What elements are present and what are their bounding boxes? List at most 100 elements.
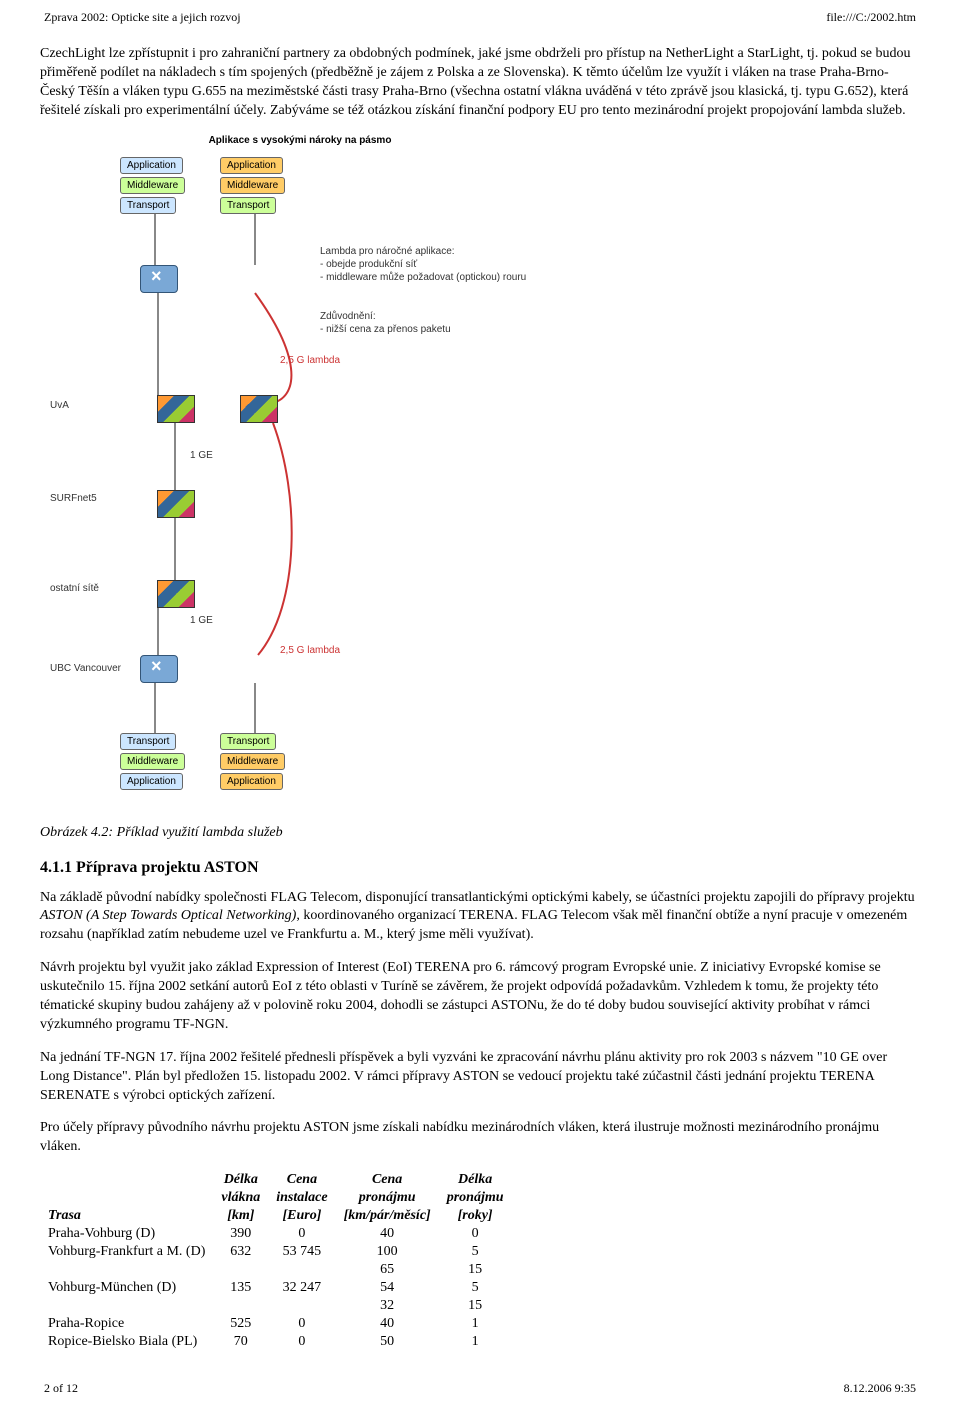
label-lambda-bot: 2,5 G lambda bbox=[280, 645, 340, 656]
box-middleware-right-top: Middleware bbox=[220, 177, 285, 194]
annotation-reason-title: Zdůvodnění: bbox=[320, 310, 520, 323]
label-lambda-top: 2,5 G lambda bbox=[280, 355, 340, 366]
section-title: 4.1.1 Příprava projektu ASTON bbox=[40, 859, 920, 877]
th-delka-2: vlákna bbox=[213, 1189, 268, 1207]
paragraph-2: Na základě původní nabídky společnosti F… bbox=[40, 889, 920, 946]
table-cell: Praha-Vohburg (D) bbox=[40, 1225, 213, 1243]
box-transport-left-bot: Transport bbox=[120, 733, 176, 750]
table-row: 6515 bbox=[40, 1261, 512, 1279]
diagram-lines bbox=[40, 135, 560, 815]
footer-right: 8.12.2006 9:35 bbox=[844, 1381, 916, 1396]
header-left: Zprava 2002: Opticke site a jejich rozvo… bbox=[44, 10, 241, 25]
th-delka-3: [km] bbox=[213, 1207, 268, 1225]
table-row: 3215 bbox=[40, 1297, 512, 1315]
table-cell: 32 247 bbox=[268, 1279, 335, 1297]
box-application-left-top: Application bbox=[120, 157, 183, 174]
paragraph-3: Návrh projektu byl využit jako základ Ex… bbox=[40, 959, 920, 1035]
table-cell: 32 bbox=[336, 1297, 439, 1315]
box-middleware-right-bot: Middleware bbox=[220, 753, 285, 770]
table-cell: 53 745 bbox=[268, 1243, 335, 1261]
box-middleware-left-top: Middleware bbox=[120, 177, 185, 194]
table-cell: 5 bbox=[439, 1279, 512, 1297]
table-cell: 54 bbox=[336, 1279, 439, 1297]
table-cell bbox=[40, 1261, 213, 1279]
annotation-lambda-l1: - obejde produkční síť bbox=[320, 258, 550, 271]
label-surfnet: SURFnet5 bbox=[50, 493, 97, 504]
th-cenap-3: [km/pár/měsíc] bbox=[336, 1207, 439, 1225]
annotation-reason-l1: - nižší cena za přenos paketu bbox=[320, 323, 520, 336]
label-ge2: 1 GE bbox=[190, 615, 213, 626]
lambda-diagram: Aplikace s vysokými nároky na pásmo Appl… bbox=[40, 135, 920, 815]
th-cenap-2: pronájmu bbox=[336, 1189, 439, 1207]
th-delkap-3: [roky] bbox=[439, 1207, 512, 1225]
router-top bbox=[140, 265, 178, 293]
table-cell: 70 bbox=[213, 1333, 268, 1351]
th-cenai-1: Cena bbox=[268, 1171, 335, 1189]
table-cell: 15 bbox=[439, 1297, 512, 1315]
router-bottom bbox=[140, 655, 178, 683]
box-transport-right-bot: Transport bbox=[220, 733, 276, 750]
table-cell bbox=[213, 1297, 268, 1315]
box-transport-left-top: Transport bbox=[120, 197, 176, 214]
table-cell: 100 bbox=[336, 1243, 439, 1261]
table-cell bbox=[268, 1297, 335, 1315]
optical-switch-1 bbox=[157, 395, 195, 423]
th-cenap-1: Cena bbox=[336, 1171, 439, 1189]
para2-a: Na základě původní nabídky společnosti F… bbox=[40, 890, 915, 905]
table-cell bbox=[268, 1261, 335, 1279]
table-row: Vohburg-Frankfurt a M. (D)63253 7451005 bbox=[40, 1243, 512, 1261]
table-cell: Vohburg-München (D) bbox=[40, 1279, 213, 1297]
table-cell: 135 bbox=[213, 1279, 268, 1297]
table-cell: Praha-Ropice bbox=[40, 1315, 213, 1333]
table-cell: 1 bbox=[439, 1333, 512, 1351]
table-cell: 525 bbox=[213, 1315, 268, 1333]
table-cell: 0 bbox=[268, 1333, 335, 1351]
table-cell: 65 bbox=[336, 1261, 439, 1279]
label-ge1: 1 GE bbox=[190, 450, 213, 461]
th-delkap-2: pronájmu bbox=[439, 1189, 512, 1207]
table-cell: Ropice-Bielsko Biala (PL) bbox=[40, 1333, 213, 1351]
optical-switch-1b bbox=[240, 395, 278, 423]
table-cell: 50 bbox=[336, 1333, 439, 1351]
optical-switch-2 bbox=[157, 490, 195, 518]
th-cenai-3: [Euro] bbox=[268, 1207, 335, 1225]
table-cell: 0 bbox=[268, 1225, 335, 1243]
table-cell: 390 bbox=[213, 1225, 268, 1243]
paragraph-5: Pro účely přípravy původního návrhu proj… bbox=[40, 1119, 920, 1157]
table-cell bbox=[213, 1261, 268, 1279]
table-cell: 0 bbox=[268, 1315, 335, 1333]
table-cell: Vohburg-Frankfurt a M. (D) bbox=[40, 1243, 213, 1261]
table-cell: 1 bbox=[439, 1315, 512, 1333]
label-ostatni: ostatní sítě bbox=[50, 583, 99, 594]
footer-left: 2 of 12 bbox=[44, 1381, 78, 1396]
fiber-price-table: Trasa Délka Cena Cena Délka vlákna insta… bbox=[40, 1171, 512, 1351]
box-application-right-bot: Application bbox=[220, 773, 283, 790]
diagram-title: Aplikace s vysokými nároky na pásmo bbox=[40, 135, 560, 146]
th-cenai-2: instalace bbox=[268, 1189, 335, 1207]
figure-caption: Obrázek 4.2: Příklad využití lambda služ… bbox=[40, 825, 920, 841]
optical-switch-3 bbox=[157, 580, 195, 608]
table-cell: 632 bbox=[213, 1243, 268, 1261]
page-header: Zprava 2002: Opticke site a jejich rozvo… bbox=[40, 10, 920, 25]
label-uva: UvA bbox=[50, 400, 69, 411]
annotation-lambda-title: Lambda pro náročné aplikace: bbox=[320, 245, 550, 258]
paragraph-4: Na jednání TF-NGN 17. října 2002 řešitel… bbox=[40, 1049, 920, 1106]
page-footer: 2 of 12 8.12.2006 9:35 bbox=[40, 1381, 920, 1396]
paragraph-1: CzechLight lze zpřístupnit i pro zahrani… bbox=[40, 45, 920, 121]
table-cell: 40 bbox=[336, 1315, 439, 1333]
th-delka-1: Délka bbox=[213, 1171, 268, 1189]
th-delkap-1: Délka bbox=[439, 1171, 512, 1189]
table-row: Ropice-Bielsko Biala (PL)700501 bbox=[40, 1333, 512, 1351]
table-cell: 0 bbox=[439, 1225, 512, 1243]
box-application-right-top: Application bbox=[220, 157, 283, 174]
box-transport-right-top: Transport bbox=[220, 197, 276, 214]
table-row: Vohburg-München (D)13532 247545 bbox=[40, 1279, 512, 1297]
box-middleware-left-bot: Middleware bbox=[120, 753, 185, 770]
table-cell: 15 bbox=[439, 1261, 512, 1279]
label-ubc: UBC Vancouver bbox=[50, 663, 121, 674]
table-cell: 40 bbox=[336, 1225, 439, 1243]
header-right: file:///C:/2002.htm bbox=[826, 10, 916, 25]
table-cell bbox=[40, 1297, 213, 1315]
annotation-lambda: Lambda pro náročné aplikace: - obejde pr… bbox=[320, 245, 550, 284]
annotation-lambda-l2: - middleware může požadovat (optickou) r… bbox=[320, 271, 550, 284]
